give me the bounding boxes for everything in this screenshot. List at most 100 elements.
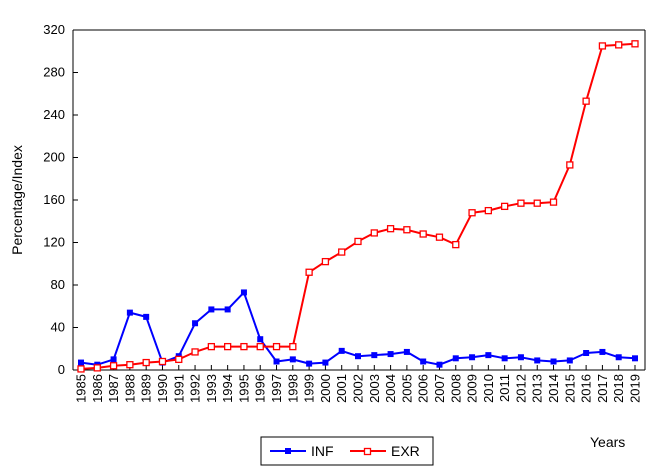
x-tick-label: 2012 bbox=[513, 374, 528, 403]
data-point-inf bbox=[387, 351, 394, 358]
data-point-inf bbox=[208, 306, 215, 313]
y-axis-title: Percentage/Index bbox=[9, 145, 25, 255]
data-point-exr bbox=[126, 361, 134, 369]
data-point-inf bbox=[224, 306, 231, 313]
x-tick-label: 2001 bbox=[334, 374, 349, 403]
x-tick-label: 2014 bbox=[546, 374, 561, 403]
y-tick-label: 280 bbox=[43, 65, 65, 80]
data-point-exr bbox=[175, 355, 183, 364]
x-tick-label: 1991 bbox=[171, 374, 186, 403]
data-point-exr bbox=[500, 202, 509, 211]
data-point-exr bbox=[305, 268, 313, 276]
x-tick-label: 2013 bbox=[530, 374, 545, 403]
data-point-exr bbox=[191, 348, 199, 356]
y-tick-label: 120 bbox=[43, 235, 65, 250]
data-point-exr bbox=[468, 209, 476, 217]
data-point-inf bbox=[599, 348, 606, 355]
x-tick-label: 2015 bbox=[562, 374, 577, 403]
x-axis-title: Years bbox=[590, 434, 625, 450]
data-point-inf bbox=[550, 358, 557, 365]
data-point-inf bbox=[126, 309, 133, 316]
data-point-inf bbox=[403, 348, 410, 355]
data-point-exr bbox=[289, 342, 297, 351]
data-point-inf bbox=[615, 354, 622, 361]
data-point-exr bbox=[452, 240, 460, 249]
data-point-inf bbox=[289, 356, 296, 363]
x-tick-label: 1993 bbox=[204, 374, 219, 403]
y-tick-label: 320 bbox=[43, 22, 65, 37]
data-point-inf bbox=[192, 320, 199, 327]
legend-exr-label: EXR bbox=[391, 443, 420, 459]
data-point-exr bbox=[207, 342, 216, 351]
x-tick-label: 1992 bbox=[188, 374, 203, 403]
data-point-exr bbox=[615, 41, 623, 49]
data-point-exr bbox=[223, 342, 232, 351]
x-tick-label: 1988 bbox=[122, 374, 137, 403]
data-point-exr bbox=[338, 248, 346, 256]
x-tick-label: 2005 bbox=[399, 374, 414, 403]
data-point-exr bbox=[109, 362, 118, 370]
axes bbox=[72, 29, 646, 371]
data-point-inf bbox=[501, 355, 508, 362]
x-tick-label: 2002 bbox=[351, 374, 366, 403]
legend-inf-label: INF bbox=[311, 443, 334, 459]
x-tick-label: 1994 bbox=[220, 374, 235, 403]
series-inf bbox=[78, 289, 638, 368]
y-tick-label: 200 bbox=[43, 150, 65, 165]
x-tick-label: 2018 bbox=[611, 374, 626, 403]
data-point-exr bbox=[93, 364, 101, 372]
data-point-inf bbox=[420, 358, 427, 365]
data-point-inf bbox=[485, 352, 492, 359]
data-point-inf bbox=[452, 355, 459, 362]
x-tick-label: 2016 bbox=[579, 374, 594, 403]
data-point-inf bbox=[322, 359, 329, 366]
data-point-inf bbox=[143, 313, 150, 320]
x-tick-label: 2008 bbox=[448, 374, 463, 403]
series-exr-line bbox=[80, 42, 636, 370]
y-tick-label: 80 bbox=[51, 277, 65, 292]
data-point-exr bbox=[240, 342, 248, 351]
x-tick-label: 2004 bbox=[383, 374, 398, 403]
x-tick-label: 2007 bbox=[432, 374, 447, 403]
x-tick-label: 1996 bbox=[253, 374, 268, 403]
y-ticks: 0 40 80 120 160 200 240 280 320 bbox=[43, 22, 78, 377]
data-point-exr bbox=[517, 199, 525, 207]
data-point-exr bbox=[631, 40, 639, 48]
x-ticks: 1985 1986 1987 1988 1989 1990 1991 1992 1993 1994… bbox=[74, 365, 643, 403]
data-point-exr bbox=[435, 233, 444, 241]
data-point-inf bbox=[469, 354, 476, 361]
x-tick-label: 2003 bbox=[367, 374, 382, 403]
data-point-inf bbox=[78, 359, 84, 366]
data-point-exr bbox=[77, 365, 85, 373]
x-tick-label: 2000 bbox=[318, 374, 333, 403]
data-point-exr bbox=[256, 342, 264, 351]
series-exr bbox=[77, 40, 639, 373]
data-point-exr bbox=[419, 230, 427, 238]
data-point-exr bbox=[582, 97, 590, 105]
data-point-inf bbox=[583, 350, 590, 356]
data-point-inf bbox=[371, 352, 378, 359]
x-tick-label: 2010 bbox=[481, 374, 496, 403]
data-point-inf bbox=[110, 356, 117, 363]
data-point-inf bbox=[534, 357, 541, 364]
y-tick-label: 240 bbox=[43, 107, 65, 122]
data-point-inf bbox=[240, 289, 247, 296]
data-point-exr bbox=[549, 198, 558, 206]
x-tick-label: 1990 bbox=[155, 374, 170, 403]
x-tick-label: 1989 bbox=[139, 374, 154, 403]
data-point-inf bbox=[273, 358, 280, 365]
data-point-exr bbox=[566, 161, 574, 169]
data-point-inf bbox=[306, 360, 313, 367]
data-point-inf bbox=[566, 357, 573, 364]
x-tick-label: 2017 bbox=[595, 374, 610, 403]
data-point-exr bbox=[533, 199, 541, 207]
x-tick-label: 1999 bbox=[302, 374, 317, 403]
x-tick-label: 1986 bbox=[90, 374, 105, 403]
legend: INF EXR bbox=[260, 436, 434, 466]
x-tick-label: 1985 bbox=[74, 374, 89, 403]
x-tick-label: 2011 bbox=[497, 374, 512, 402]
x-tick-label: 2019 bbox=[628, 374, 643, 403]
data-point-inf bbox=[257, 336, 264, 343]
data-point-inf bbox=[436, 361, 443, 368]
